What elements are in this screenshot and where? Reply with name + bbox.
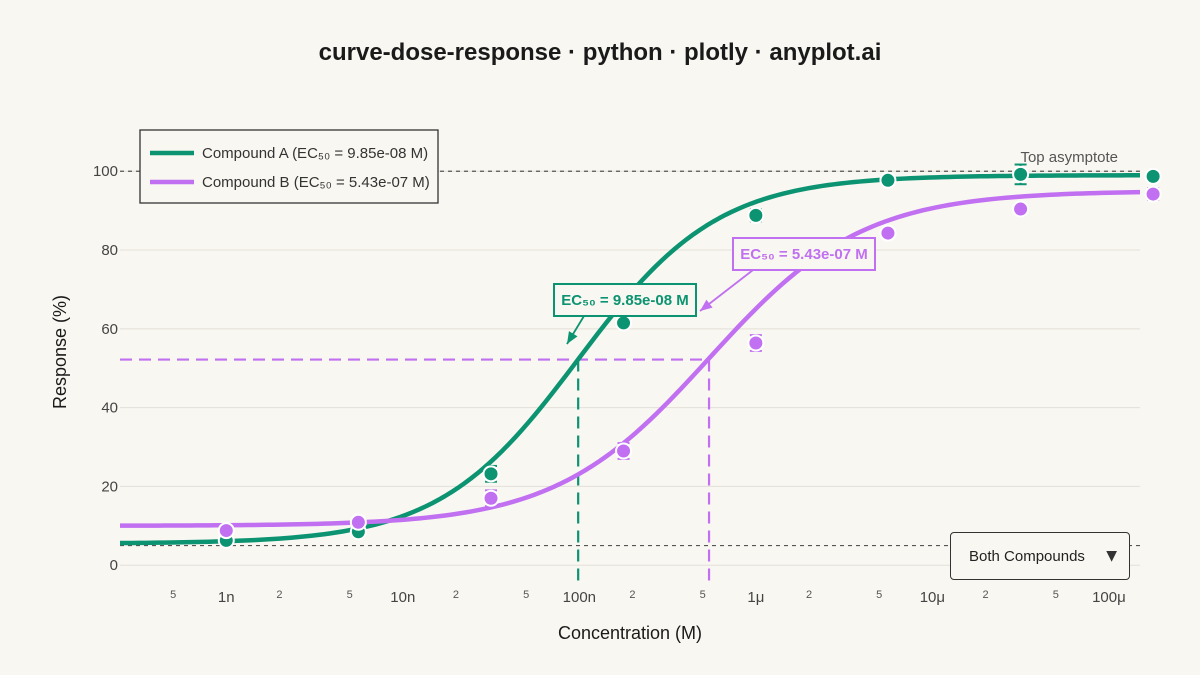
series-selector-dropdown[interactable]: Both Compounds ▼: [950, 532, 1130, 580]
data-point-b: [1012, 200, 1030, 218]
series-selector-value: Both Compounds: [969, 547, 1085, 565]
x-minor-tick-label: 2: [453, 589, 459, 601]
x-tick-label: 100n: [563, 589, 596, 606]
legend-box: [139, 129, 439, 204]
annotation-arrowhead: [700, 299, 713, 311]
x-minor-tick-label: 5: [1053, 589, 1059, 601]
y-axis-title: Response (%): [50, 295, 70, 409]
ec50-annotation-a: EC₅₀ = 9.85e-08 M: [553, 283, 697, 345]
data-point-a: [615, 314, 633, 332]
legend[interactable]: Compound A (EC₅₀ = 9.85e-08 M) Compound B…: [139, 129, 439, 204]
y-tick-label: 100: [93, 163, 118, 180]
data-point-b: [349, 513, 367, 531]
chevron-down-icon: ▼: [1106, 548, 1117, 564]
annotation-box: [553, 283, 697, 317]
ec50-guides: [120, 358, 711, 586]
annotation-arrowhead: [567, 331, 578, 344]
series: [119, 163, 1162, 549]
x-axis-title: Concentration (M): [558, 623, 702, 643]
data-point-b: [1144, 185, 1162, 203]
ec50-annotation-b: EC₅₀ = 5.43e-07 M: [699, 237, 876, 312]
legend-item-b[interactable]: Compound B (EC₅₀ = 5.43e-07 M): [150, 174, 430, 191]
data-point-a: [1144, 167, 1162, 185]
y-tick-label: 60: [101, 321, 118, 338]
x-tick-label: 1n: [218, 589, 235, 606]
data-point-b: [747, 334, 765, 352]
data-point-b: [217, 522, 235, 540]
data-point-a: [1012, 165, 1030, 183]
x-tick-label: 10μ: [920, 589, 945, 606]
x-tick-label: 10n: [390, 589, 415, 606]
data-point-b: [615, 442, 633, 460]
legend-label: Compound A (EC₅₀ = 9.85e-08 M): [202, 145, 428, 162]
x-minor-tick-label: 5: [523, 589, 529, 601]
data-point-a: [879, 171, 897, 189]
x-minor-tick-label: 5: [700, 589, 706, 601]
x-minor-tick-label: 2: [806, 589, 812, 601]
top-asymptote-label: Top asymptote: [1020, 149, 1118, 166]
y-tick-label: 80: [101, 242, 118, 259]
x-axis-ticks: 1n 10n 100n 1μ 10μ 100μ 5 2 5 2 5 2 5 2 5 2 5: [170, 589, 1126, 606]
data-point-b: [879, 224, 897, 242]
annotation-label: EC₅₀ = 9.85e-08 M: [561, 292, 688, 309]
x-minor-tick-label: 2: [982, 589, 988, 601]
annotation-box: [732, 237, 876, 271]
legend-item-a[interactable]: Compound A (EC₅₀ = 9.85e-08 M): [150, 145, 428, 162]
grid: [120, 170, 1140, 566]
ec50-annotations: EC₅₀ = 9.85e-08 M EC₅₀ = 5.43e-07 M: [553, 237, 876, 345]
x-minor-tick-label: 2: [629, 589, 635, 601]
x-tick-label: 100μ: [1092, 589, 1126, 606]
y-tick-label: 20: [101, 478, 118, 495]
data-point-a: [747, 206, 765, 224]
x-minor-tick-label: 5: [170, 589, 176, 601]
chart-title: curve-dose-response · python · plotly · …: [319, 39, 882, 66]
x-minor-tick-label: 2: [276, 589, 282, 601]
y-tick-label: 40: [101, 400, 118, 417]
y-axis-ticks: 0 20 40 60 80 100: [93, 163, 118, 574]
fitted-curve-b: [119, 189, 1141, 528]
x-minor-tick-label: 5: [347, 589, 353, 601]
data-point-a: [482, 465, 500, 483]
x-minor-tick-label: 5: [876, 589, 882, 601]
y-tick-label: 0: [110, 557, 118, 574]
data-point-b: [482, 489, 500, 507]
legend-label: Compound B (EC₅₀ = 5.43e-07 M): [202, 174, 430, 191]
x-tick-label: 1μ: [747, 589, 764, 606]
annotation-label: EC₅₀ = 5.43e-07 M: [740, 246, 867, 263]
